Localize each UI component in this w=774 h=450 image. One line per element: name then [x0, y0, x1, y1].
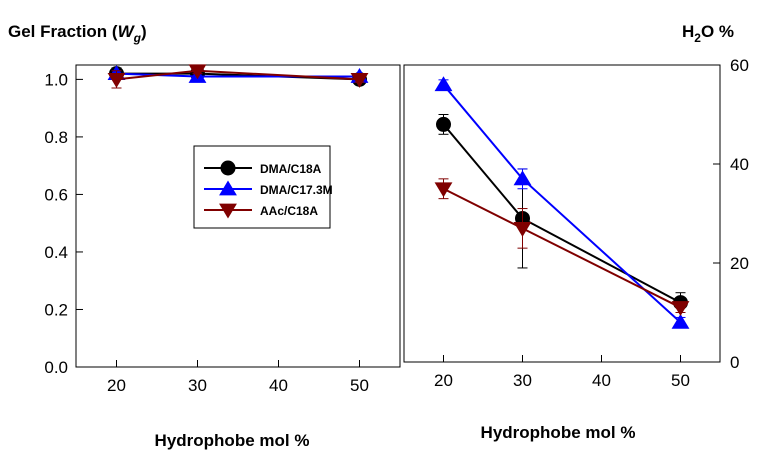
- right-series-line: [442, 84, 682, 324]
- right-x-tick-label: 40: [592, 371, 611, 390]
- legend-box: [193, 145, 331, 229]
- left-y-tick-label: 0.0: [44, 358, 68, 377]
- right-ylabel: H2O %: [682, 22, 734, 45]
- right-xlabel: Hydrophobe mol %: [481, 423, 636, 442]
- legend-marker: [220, 160, 236, 176]
- right-data-point: [434, 76, 453, 92]
- right-data-point: [434, 182, 453, 198]
- right-x-tick-label: 30: [513, 371, 532, 390]
- right-data-point: [513, 221, 532, 237]
- left-x-tick-label: 50: [350, 376, 369, 395]
- left-data-point: [188, 64, 207, 80]
- right-y-tick-label: 20: [730, 254, 749, 273]
- legend-label: DMA/C18A: [260, 162, 322, 176]
- right-plot-frame: [403, 64, 721, 363]
- left-y-tick-label: 0.4: [44, 243, 68, 262]
- legend: DMA/C18A DMA/C17.3M AAc/C18A: [193, 145, 333, 229]
- right-series-line: [443, 187, 681, 309]
- svg-text:Gel Fraction (Wg): Gel Fraction (Wg): [8, 22, 147, 45]
- left-panel: 20 30 40 50 0.0 0.2 0.4 0.6 0.8 1.0: [44, 64, 401, 395]
- left-y-tick-label: 0.8: [44, 128, 68, 147]
- left-y-tick-label: 0.6: [44, 185, 68, 204]
- right-data-point: [436, 116, 451, 132]
- right-panel: 20 30 40 50 0 20 40 60: [403, 56, 749, 390]
- left-y-tick-label: 1.0: [44, 70, 68, 89]
- left-x-tick-label: 40: [269, 376, 288, 395]
- left-y-tick-label: 0.2: [44, 300, 68, 319]
- right-data-point: [513, 170, 532, 186]
- svg-text:H2O %: H2O %: [682, 22, 734, 45]
- right-y-tick-label: 40: [730, 155, 749, 174]
- left-data-point: [350, 73, 369, 88]
- left-data-point: [107, 73, 126, 88]
- right-y-tick-label: 60: [730, 56, 749, 75]
- right-x-tick-label: 20: [434, 371, 453, 390]
- left-x-tick-label: 20: [107, 376, 126, 395]
- legend-marker: [219, 180, 237, 196]
- left-x-tick-label: 30: [188, 376, 207, 395]
- right-y-tick-label: 0: [730, 353, 739, 372]
- right-data-point: [671, 313, 690, 329]
- right-data-point: [671, 301, 690, 317]
- legend-label: AAc/C18A: [260, 204, 318, 218]
- right-x-tick-label: 50: [671, 371, 690, 390]
- left-ylabel: Gel Fraction (Wg): [8, 22, 147, 45]
- legend-label: DMA/C17.3M: [260, 183, 333, 197]
- legend-marker: [219, 203, 237, 219]
- left-plot-frame: [75, 64, 401, 368]
- left-xlabel: Hydrophobe mol %: [155, 431, 310, 450]
